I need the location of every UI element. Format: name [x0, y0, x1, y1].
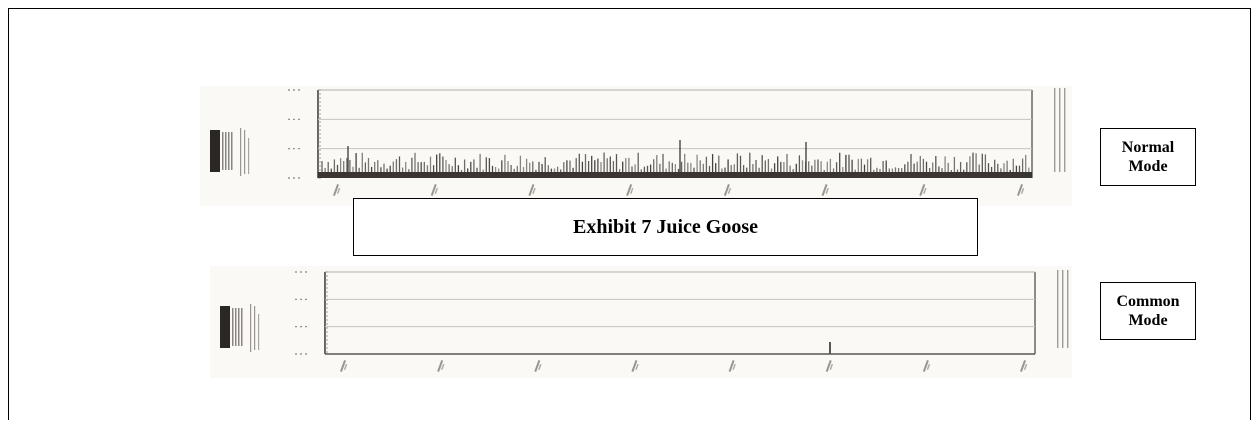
normal-mode-label-line1: Normal — [1121, 139, 1175, 156]
common-mode-label-line1: Common — [1116, 293, 1180, 310]
logo-block — [210, 128, 250, 176]
normal-mode-plot — [200, 86, 1072, 206]
document-frame — [8, 8, 1251, 420]
exhibit-title: Exhibit 7 Juice Goose — [353, 198, 978, 256]
common-mode-label: Common Mode — [1100, 282, 1196, 340]
normal-mode-plot-image — [210, 88, 1066, 196]
logo-block — [220, 304, 260, 352]
normal-mode-label-line2: Mode — [1128, 158, 1168, 175]
normal-mode-label: Normal Mode — [1100, 128, 1196, 186]
common-mode-plot-image — [220, 270, 1069, 372]
common-mode-plot — [210, 266, 1072, 378]
common-mode-label-line2: Mode — [1128, 312, 1168, 329]
